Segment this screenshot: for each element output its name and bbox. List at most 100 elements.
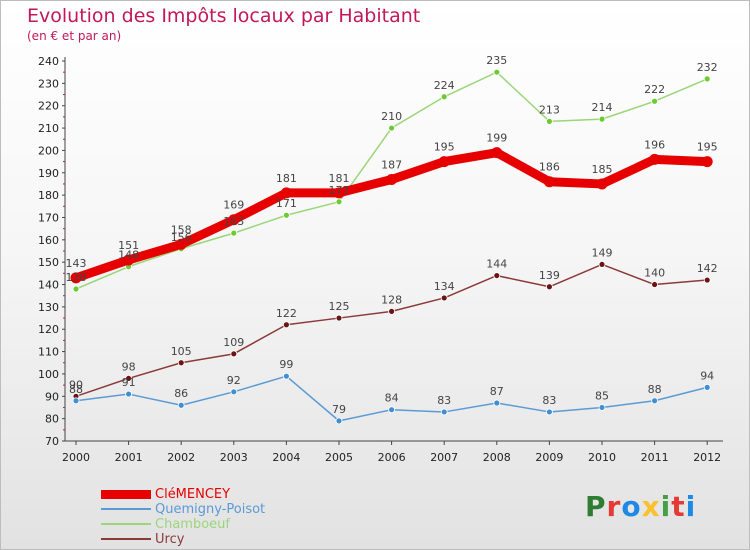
logo-letter: t (671, 490, 686, 523)
data-point (388, 124, 396, 132)
data-label: 92 (227, 374, 241, 387)
y-tick-label: 120 (38, 323, 59, 336)
data-point (546, 408, 553, 416)
data-label: 144 (486, 258, 507, 271)
data-label: 199 (486, 132, 507, 145)
data-point (440, 294, 448, 302)
logo-letter: r (606, 490, 622, 523)
y-tick-label: 110 (38, 346, 59, 359)
data-point (333, 187, 345, 199)
data-label: 151 (118, 239, 139, 252)
data-point (493, 399, 501, 407)
logo-letter: i (660, 490, 672, 523)
data-label: 232 (697, 61, 718, 74)
y-tick-label: 150 (38, 256, 59, 269)
data-label: 99 (279, 358, 293, 371)
data-point (123, 254, 135, 266)
x-tick-label: 2008 (483, 451, 511, 464)
data-point (388, 307, 396, 315)
data-point (125, 390, 132, 398)
data-label: 185 (592, 163, 613, 176)
data-point (491, 147, 503, 159)
data-point (598, 404, 606, 411)
y-tick-label: 180 (38, 189, 59, 202)
x-tick-label: 2009 (535, 451, 563, 464)
data-label: 128 (381, 293, 402, 306)
data-label: 83 (542, 394, 556, 407)
y-tick-label: 100 (38, 368, 59, 381)
data-point (438, 156, 450, 168)
data-point (703, 276, 711, 284)
legend-label-chamboeuf: Chamboeuf (155, 517, 230, 532)
data-label: 177 (329, 184, 350, 197)
legend-swatch-clemency (101, 490, 151, 499)
proxiti-logo: Proxiti (585, 490, 696, 523)
chart-title: Evolution des Impôts locaux par Habitant (27, 5, 421, 27)
data-point (175, 238, 187, 250)
data-label: 94 (700, 369, 714, 382)
data-label: 85 (595, 389, 609, 402)
data-point (440, 93, 448, 101)
legend-label-clemency: CléMENCEY (155, 487, 231, 502)
data-label: 134 (434, 280, 455, 293)
data-point (282, 372, 290, 380)
data-label: 187 (381, 158, 402, 171)
data-label: 90 (69, 378, 83, 391)
x-tick-label: 2012 (693, 451, 721, 464)
data-label: 213 (539, 103, 560, 116)
data-label: 169 (223, 199, 244, 212)
legend-swatch-quemigny-poisot (101, 508, 151, 510)
data-label: 125 (329, 300, 350, 313)
y-tick-label: 230 (38, 77, 59, 90)
y-tick-label: 210 (38, 122, 59, 135)
data-point (651, 281, 658, 288)
data-label: 87 (490, 385, 504, 398)
data-point (230, 388, 238, 396)
data-label: 181 (329, 172, 350, 185)
data-label: 139 (539, 269, 560, 282)
data-label: 186 (539, 161, 560, 174)
data-label: 149 (592, 246, 613, 259)
data-point (546, 283, 553, 291)
data-label: 109 (223, 336, 244, 349)
data-label: 171 (276, 197, 297, 210)
data-point (230, 350, 238, 358)
x-tick-label: 2002 (167, 451, 195, 464)
data-point (228, 214, 240, 226)
x-tick-label: 2001 (115, 451, 143, 464)
data-point (335, 198, 343, 206)
data-label: 156 (171, 231, 192, 244)
data-point (598, 115, 606, 123)
data-label: 83 (437, 394, 451, 407)
data-label: 224 (434, 79, 455, 92)
data-point (72, 285, 80, 293)
data-label: 122 (276, 307, 297, 320)
legend-label-urcy: Urcy (155, 532, 185, 547)
data-point (230, 229, 238, 237)
data-label: 148 (118, 249, 139, 262)
logo-letter: x (641, 490, 661, 523)
x-tick-label: 2011 (641, 451, 669, 464)
data-point (386, 173, 398, 185)
data-label: 88 (69, 383, 83, 396)
data-point (649, 153, 661, 165)
data-point (440, 408, 448, 416)
y-tick-label: 240 (38, 55, 59, 68)
y-tick-label: 140 (38, 279, 59, 292)
data-label: 196 (644, 138, 665, 151)
x-tick-label: 2004 (272, 451, 300, 464)
data-point (177, 401, 185, 409)
data-label: 181 (276, 172, 297, 185)
x-tick-label: 2000 (62, 451, 90, 464)
logo-letter: P (585, 490, 607, 523)
data-point (701, 156, 713, 168)
data-point (651, 397, 658, 405)
data-label: 158 (171, 223, 192, 236)
data-label: 163 (223, 215, 244, 228)
data-label: 84 (385, 392, 399, 405)
data-label: 195 (434, 141, 455, 154)
logo-letter: i (685, 490, 697, 523)
data-point (177, 359, 185, 367)
data-point (125, 375, 132, 382)
